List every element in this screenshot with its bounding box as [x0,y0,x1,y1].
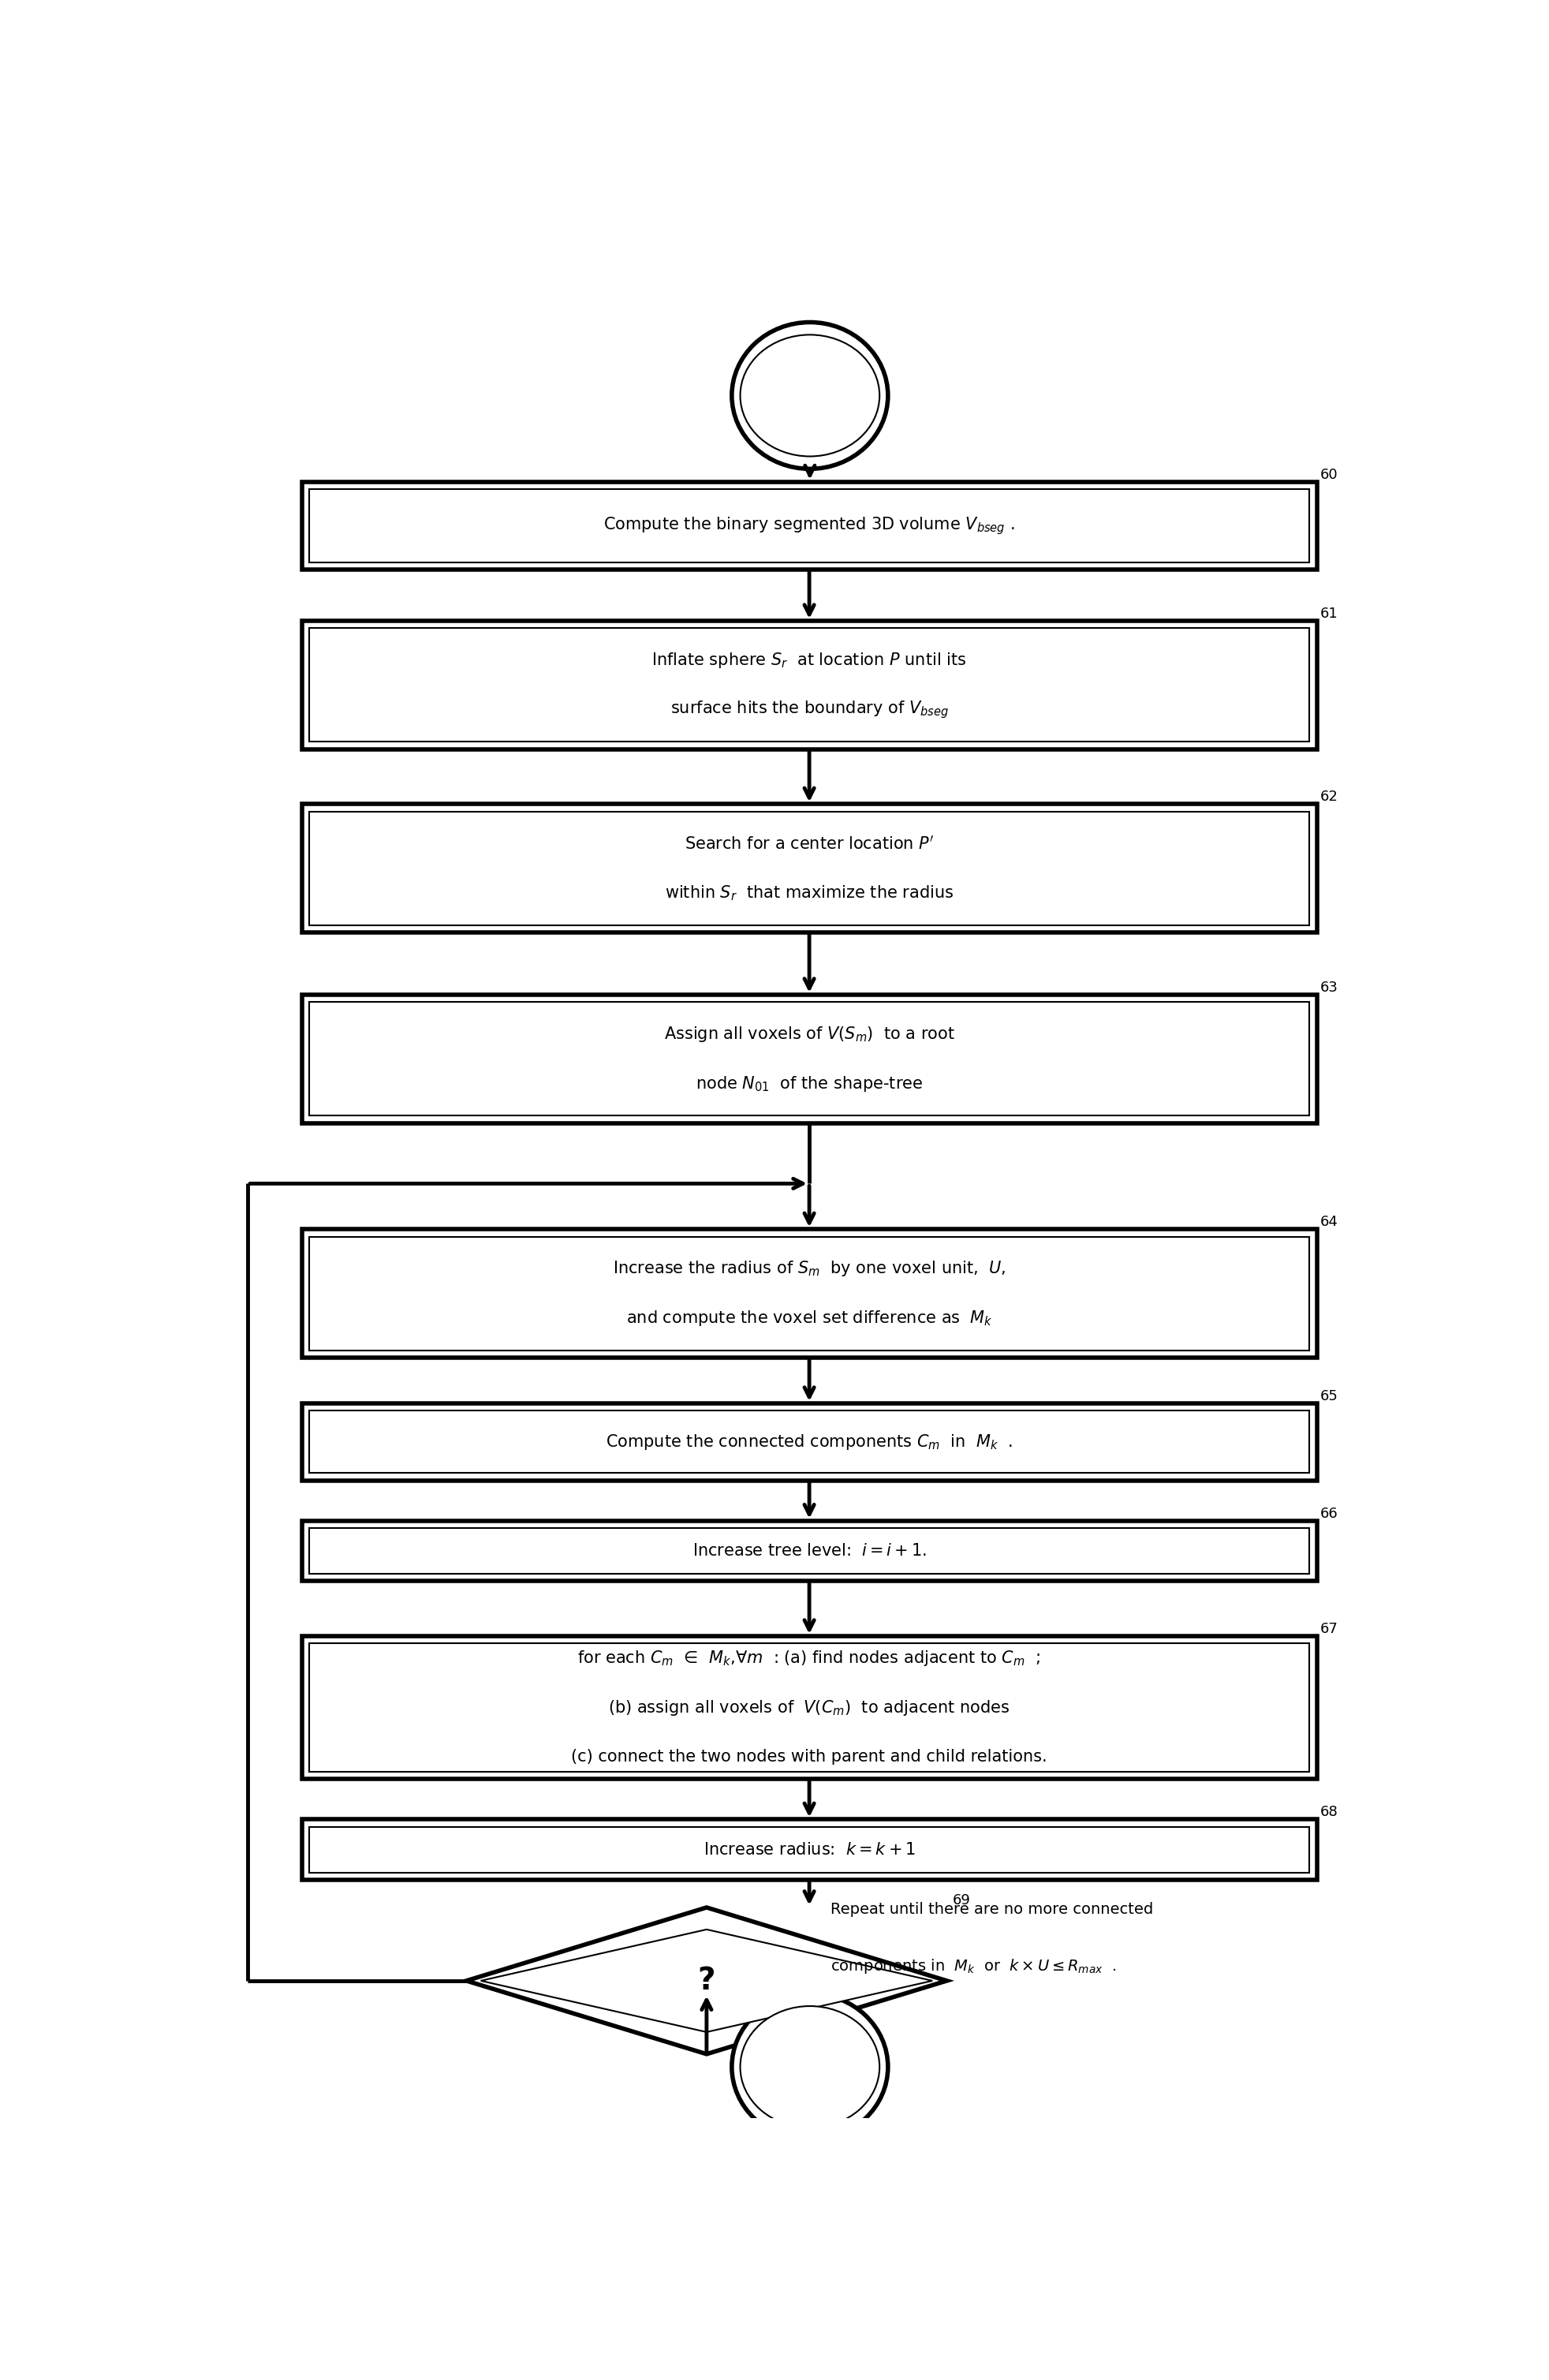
Bar [302,621,1317,750]
Text: 64: 64 [1320,1216,1338,1230]
Polygon shape [466,1906,946,2054]
Bar [302,1404,1317,1480]
Text: Inflate sphere $S_r$  at location $P$ until its: Inflate sphere $S_r$ at location $P$ unt… [652,650,967,669]
Text: for each $C_m$  ∈  $M_k$,∀$m$  : (a) find nodes adjacent to $C_m$  ;: for each $C_m$ ∈ $M_k$,∀$m$ : (a) find n… [578,1649,1041,1668]
Bar [308,1528,1309,1573]
Text: (b) assign all voxels of  $V(C_m)$  to adjacent nodes: (b) assign all voxels of $V(C_m)$ to adj… [609,1699,1010,1716]
Text: Compute the connected components $C_m$  in  $M_k$  .: Compute the connected components $C_m$ i… [606,1433,1011,1452]
Text: within $S_r$  that maximize the radius: within $S_r$ that maximize the radius [665,883,953,902]
Text: Assign all voxels of $V(S_m)$  to a root: Assign all voxels of $V(S_m)$ to a root [663,1026,954,1045]
Text: Increase radius:  $k = k + 1$: Increase radius: $k = k + 1$ [703,1842,915,1859]
Bar [308,1411,1309,1473]
Bar [308,812,1309,926]
Text: 63: 63 [1320,981,1338,995]
Text: 65: 65 [1320,1390,1338,1404]
Text: components in  $M_k$  or  $k \times U \leq R_{max}$  .: components in $M_k$ or $k \times U \leq … [830,1956,1115,1975]
Bar [308,1645,1309,1771]
Bar [302,804,1317,933]
Bar [302,1635,1317,1780]
Bar [302,481,1317,569]
Text: Compute the binary segmented 3D volume $V_{bseg}$ .: Compute the binary segmented 3D volume $… [603,514,1015,536]
Text: surface hits the boundary of $V_{bseg}$: surface hits the boundary of $V_{bseg}$ [669,700,948,721]
Text: ?: ? [697,1966,716,1997]
Text: node $N_{01}$  of the shape-tree: node $N_{01}$ of the shape-tree [696,1073,923,1092]
Ellipse shape [740,2006,880,2128]
Text: 60: 60 [1320,466,1337,481]
Ellipse shape [731,1994,888,2140]
Ellipse shape [731,321,888,469]
Text: 69: 69 [953,1892,970,1906]
Text: (c) connect the two nodes with parent and child relations.: (c) connect the two nodes with parent an… [572,1749,1047,1766]
Text: 66: 66 [1320,1507,1338,1521]
Bar [302,1818,1317,1880]
Text: 61: 61 [1320,607,1338,621]
Ellipse shape [740,336,880,457]
Polygon shape [480,1930,932,2033]
Text: Increase the radius of $S_m$  by one voxel unit,  $U$,: Increase the radius of $S_m$ by one voxe… [612,1259,1005,1278]
Bar [308,628,1309,743]
Text: Repeat until there are no more connected: Repeat until there are no more connected [830,1902,1152,1916]
Bar [302,995,1317,1123]
Bar [308,1238,1309,1349]
Bar [308,1002,1309,1116]
Bar [302,1230,1317,1357]
Bar [302,1521,1317,1580]
Text: 68: 68 [1320,1806,1338,1818]
Bar [308,1828,1309,1873]
Text: 62: 62 [1320,790,1338,804]
Text: 67: 67 [1320,1623,1338,1635]
Text: Search for a center location $P'$: Search for a center location $P'$ [685,835,934,852]
Bar [308,488,1309,562]
Text: and compute the voxel set difference as  $M_k$: and compute the voxel set difference as … [626,1309,991,1328]
Text: Increase tree level:  $i = i + 1$.: Increase tree level: $i = i + 1$. [692,1542,926,1559]
